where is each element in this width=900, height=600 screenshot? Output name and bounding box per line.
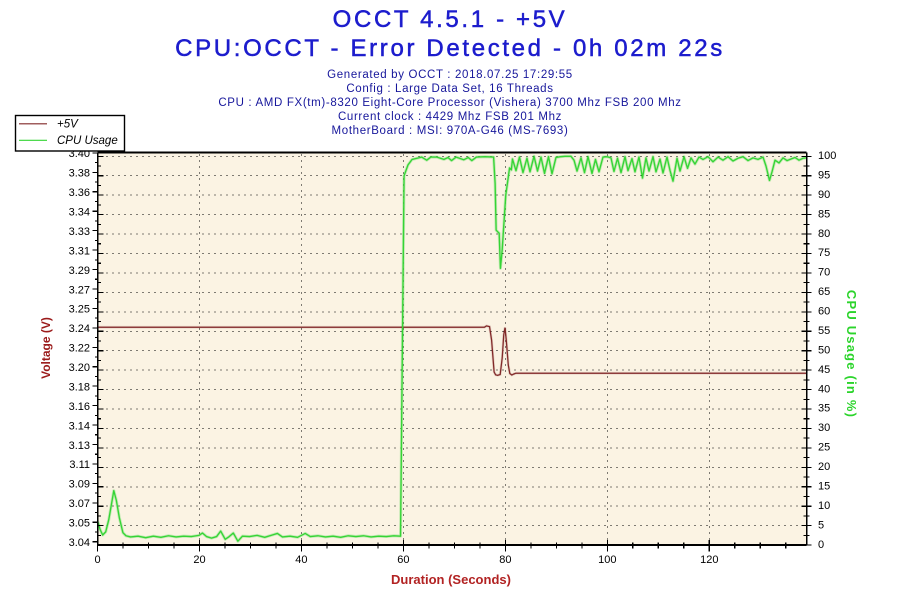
svg-text:20: 20 [193,554,205,566]
svg-text:120: 120 [700,554,718,566]
svg-text:+5V: +5V [57,119,79,131]
svg-text:Duration (Seconds): Duration (Seconds) [391,572,511,587]
svg-text:3.36: 3.36 [69,187,90,199]
svg-text:3.09: 3.09 [69,479,90,491]
svg-text:10: 10 [818,500,830,512]
svg-text:60: 60 [397,554,409,566]
svg-text:3.04: 3.04 [69,537,90,549]
svg-text:3.27: 3.27 [69,284,90,296]
svg-text:50: 50 [818,344,830,356]
svg-text:3.13: 3.13 [69,440,90,452]
svg-text:3.34: 3.34 [69,207,90,219]
svg-text:3.25: 3.25 [69,304,90,316]
svg-text:3.22: 3.22 [69,343,90,355]
svg-text:3.38: 3.38 [69,168,90,180]
svg-text:5: 5 [818,519,824,531]
svg-text:25: 25 [818,442,830,454]
svg-text:60: 60 [818,306,830,318]
svg-text:80: 80 [818,228,830,240]
svg-text:40: 40 [295,554,307,566]
svg-text:0: 0 [94,554,100,566]
svg-text:15: 15 [818,480,830,492]
svg-text:3.31: 3.31 [69,245,90,257]
svg-text:90: 90 [818,189,830,201]
svg-text:80: 80 [499,554,511,566]
svg-text:3.33: 3.33 [69,226,90,238]
svg-text:85: 85 [818,208,830,220]
svg-text:20: 20 [818,461,830,473]
svg-text:65: 65 [818,286,830,298]
svg-text:3.05: 3.05 [69,518,90,530]
svg-text:3.29: 3.29 [69,265,90,277]
svg-text:35: 35 [818,403,830,415]
svg-text:45: 45 [818,364,830,376]
svg-text:30: 30 [818,422,830,434]
svg-text:3.20: 3.20 [69,362,90,374]
svg-text:75: 75 [818,247,830,259]
svg-text:70: 70 [818,267,830,279]
svg-text:CPU Usage: CPU Usage [57,135,118,147]
svg-text:Voltage (V): Voltage (V) [39,317,53,379]
svg-text:CPU Usage (in %): CPU Usage (in %) [844,290,859,418]
svg-text:3.16: 3.16 [69,401,90,413]
svg-text:55: 55 [818,325,830,337]
svg-text:100: 100 [598,554,616,566]
svg-text:3.07: 3.07 [69,498,90,510]
svg-text:3.24: 3.24 [69,323,90,335]
svg-text:3.14: 3.14 [69,420,90,432]
svg-text:0: 0 [818,539,824,551]
svg-text:100: 100 [818,150,836,162]
svg-text:3.18: 3.18 [69,381,90,393]
svg-text:40: 40 [818,383,830,395]
svg-text:3.11: 3.11 [69,459,90,471]
svg-text:95: 95 [818,169,830,181]
